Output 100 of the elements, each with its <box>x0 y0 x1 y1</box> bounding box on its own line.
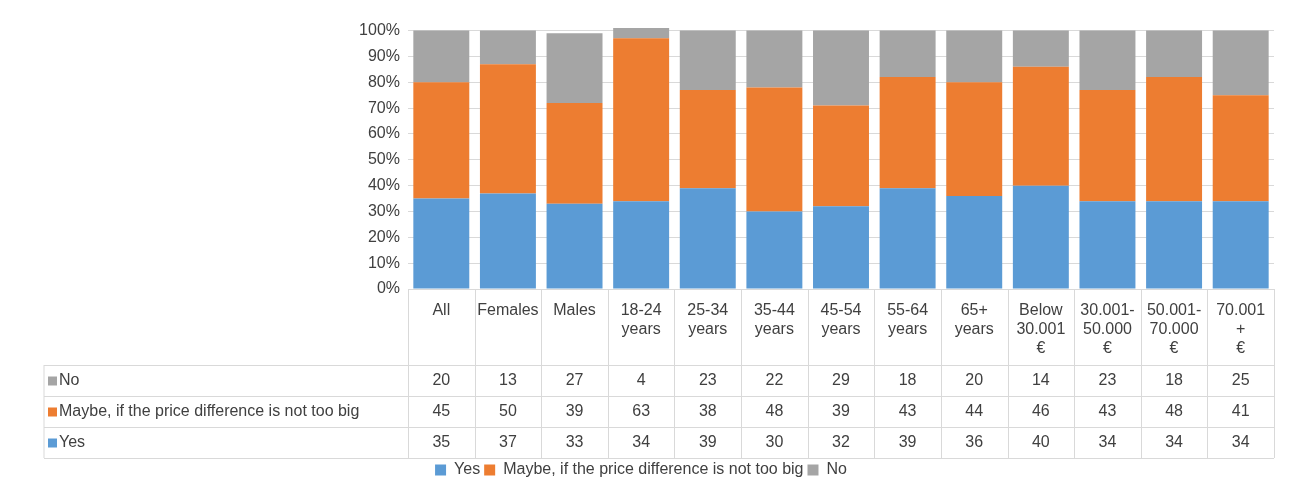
bar <box>813 206 869 289</box>
bar <box>946 82 1003 196</box>
bar <box>879 77 936 189</box>
data-label: 22 <box>765 370 784 388</box>
data-label: 50 <box>499 401 517 419</box>
x-tick-label: Females <box>477 301 539 319</box>
data-label: 20 <box>432 370 451 388</box>
x-tick-label: 25-34 years <box>687 301 729 338</box>
data-label: 48 <box>1165 401 1184 419</box>
y-tick-label: 90% <box>367 46 400 64</box>
x-tick-label: 30.001-50.000 € <box>1080 301 1135 357</box>
bar <box>613 38 670 202</box>
y-tick-label: 60% <box>367 124 400 142</box>
data-label: 13 <box>499 370 517 388</box>
y-tick-label: 20% <box>367 227 400 245</box>
bar <box>746 30 803 88</box>
data-label: 30 <box>765 432 784 450</box>
bar <box>1212 201 1269 289</box>
y-tick-label: 40% <box>367 176 400 194</box>
data-label: 34 <box>1098 432 1117 450</box>
data-label: 18 <box>898 370 917 388</box>
data-label: 39 <box>898 432 917 450</box>
bar <box>1012 66 1069 186</box>
data-label: 25 <box>1231 370 1250 388</box>
data-label: 39 <box>565 401 584 419</box>
bar <box>946 30 1003 83</box>
data-label: 34 <box>632 432 651 450</box>
bar <box>413 82 470 199</box>
data-label: 14 <box>1031 370 1050 388</box>
bar <box>479 30 536 65</box>
bar <box>1079 30 1136 91</box>
data-label: 37 <box>499 432 517 450</box>
x-tick-label: All <box>432 301 451 319</box>
text: No <box>59 370 80 388</box>
y-tick-label: 0% <box>376 279 400 297</box>
bar <box>813 105 869 207</box>
data-label: 33 <box>565 432 584 450</box>
bar <box>413 30 470 83</box>
bar <box>746 211 803 289</box>
bar <box>1146 201 1203 289</box>
y-tick-label: 30% <box>367 201 400 219</box>
data-label: 40 <box>1031 432 1050 450</box>
x-tick-label: 50.001-70.000 € <box>1146 301 1202 357</box>
data-label: 20 <box>965 370 984 388</box>
bar <box>479 193 536 289</box>
x-tick-label: 45-54 years <box>820 301 862 338</box>
x-tick-label: 35-44 years <box>753 301 795 338</box>
y-tick-label: 50% <box>367 150 400 168</box>
bar <box>1079 201 1136 289</box>
data-label: 43 <box>898 401 917 419</box>
y-tick-label: 80% <box>367 72 400 90</box>
legend-label: No <box>826 460 848 478</box>
bar <box>679 30 736 91</box>
bar <box>546 203 603 289</box>
bar <box>746 87 803 212</box>
data-label: 48 <box>765 401 784 419</box>
data-label: 39 <box>832 401 850 419</box>
data-label: 46 <box>1031 401 1050 419</box>
data-label: 27 <box>565 370 584 388</box>
data-label: 35 <box>432 432 451 450</box>
x-tick-label: 65+ years <box>954 301 994 338</box>
data-label: 29 <box>832 370 850 388</box>
data-label: 36 <box>965 432 984 450</box>
bar <box>546 33 603 103</box>
x-tick-label: 55-64 years <box>887 301 929 338</box>
x-tick-label: Below 30.001 € <box>1016 301 1066 357</box>
y-tick-label: 10% <box>367 253 400 271</box>
data-label: 32 <box>832 432 850 450</box>
x-tick-label: 70.001 + € <box>1216 301 1266 357</box>
legend-label: Yes <box>454 460 481 478</box>
bar <box>679 188 736 289</box>
bar <box>413 198 470 289</box>
bar <box>613 28 670 39</box>
bar <box>1146 77 1203 202</box>
data-label: 44 <box>965 401 984 419</box>
bar <box>946 195 1003 289</box>
x-tick-label: 18-24 years <box>620 301 662 338</box>
data-label: 4 <box>636 370 646 388</box>
x-tick-label: Males <box>553 301 596 319</box>
bar <box>546 102 603 204</box>
bar <box>1212 30 1269 96</box>
data-label: 39 <box>698 432 717 450</box>
data-label: 38 <box>698 401 717 419</box>
data-label: 23 <box>1098 370 1117 388</box>
data-label: 18 <box>1165 370 1184 388</box>
bar <box>613 201 670 289</box>
legend-label: Maybe, if the price difference is not too big <box>59 401 360 419</box>
bar <box>1079 90 1136 202</box>
data-label: 41 <box>1231 401 1250 419</box>
data-label: 43 <box>1098 401 1117 419</box>
y-tick-label: 70% <box>367 98 400 116</box>
bar <box>813 30 869 106</box>
y-tick-label: 100% <box>359 20 400 38</box>
data-label: 23 <box>698 370 717 388</box>
text: Yes <box>59 432 86 450</box>
data-label: 63 <box>632 401 651 419</box>
bar <box>879 188 936 289</box>
bar <box>1212 95 1269 202</box>
bar <box>679 90 736 189</box>
bar <box>479 64 536 194</box>
